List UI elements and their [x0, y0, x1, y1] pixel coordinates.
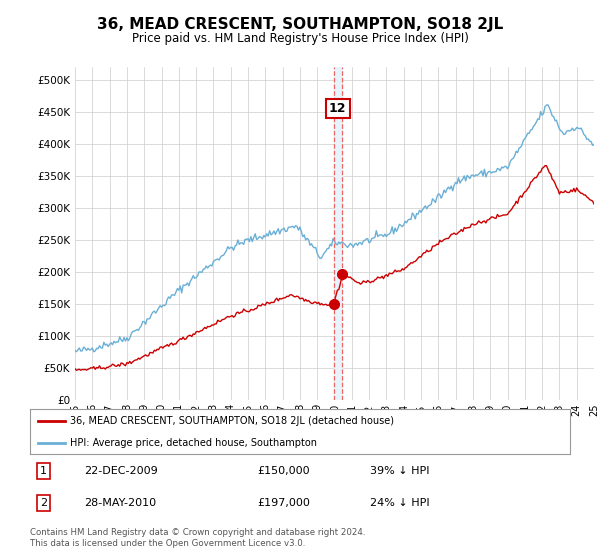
Text: HPI: Average price, detached house, Southampton: HPI: Average price, detached house, Sout…: [71, 438, 317, 448]
Text: 28-MAY-2010: 28-MAY-2010: [84, 498, 156, 508]
Text: 2: 2: [40, 498, 47, 508]
Text: 12: 12: [329, 102, 347, 115]
Text: Contains HM Land Registry data © Crown copyright and database right 2024.
This d: Contains HM Land Registry data © Crown c…: [30, 528, 365, 548]
Bar: [334, 67, 341, 400]
Text: 36, MEAD CRESCENT, SOUTHAMPTON, SO18 2JL (detached house): 36, MEAD CRESCENT, SOUTHAMPTON, SO18 2JL…: [71, 416, 395, 426]
Text: £197,000: £197,000: [257, 498, 310, 508]
Text: 22-DEC-2009: 22-DEC-2009: [84, 466, 158, 476]
Text: Price paid vs. HM Land Registry's House Price Index (HPI): Price paid vs. HM Land Registry's House …: [131, 32, 469, 45]
Text: £150,000: £150,000: [257, 466, 310, 476]
Text: 36, MEAD CRESCENT, SOUTHAMPTON, SO18 2JL: 36, MEAD CRESCENT, SOUTHAMPTON, SO18 2JL: [97, 17, 503, 32]
Text: 39% ↓ HPI: 39% ↓ HPI: [370, 466, 430, 476]
Text: 1: 1: [40, 466, 47, 476]
Text: 24% ↓ HPI: 24% ↓ HPI: [370, 498, 430, 508]
